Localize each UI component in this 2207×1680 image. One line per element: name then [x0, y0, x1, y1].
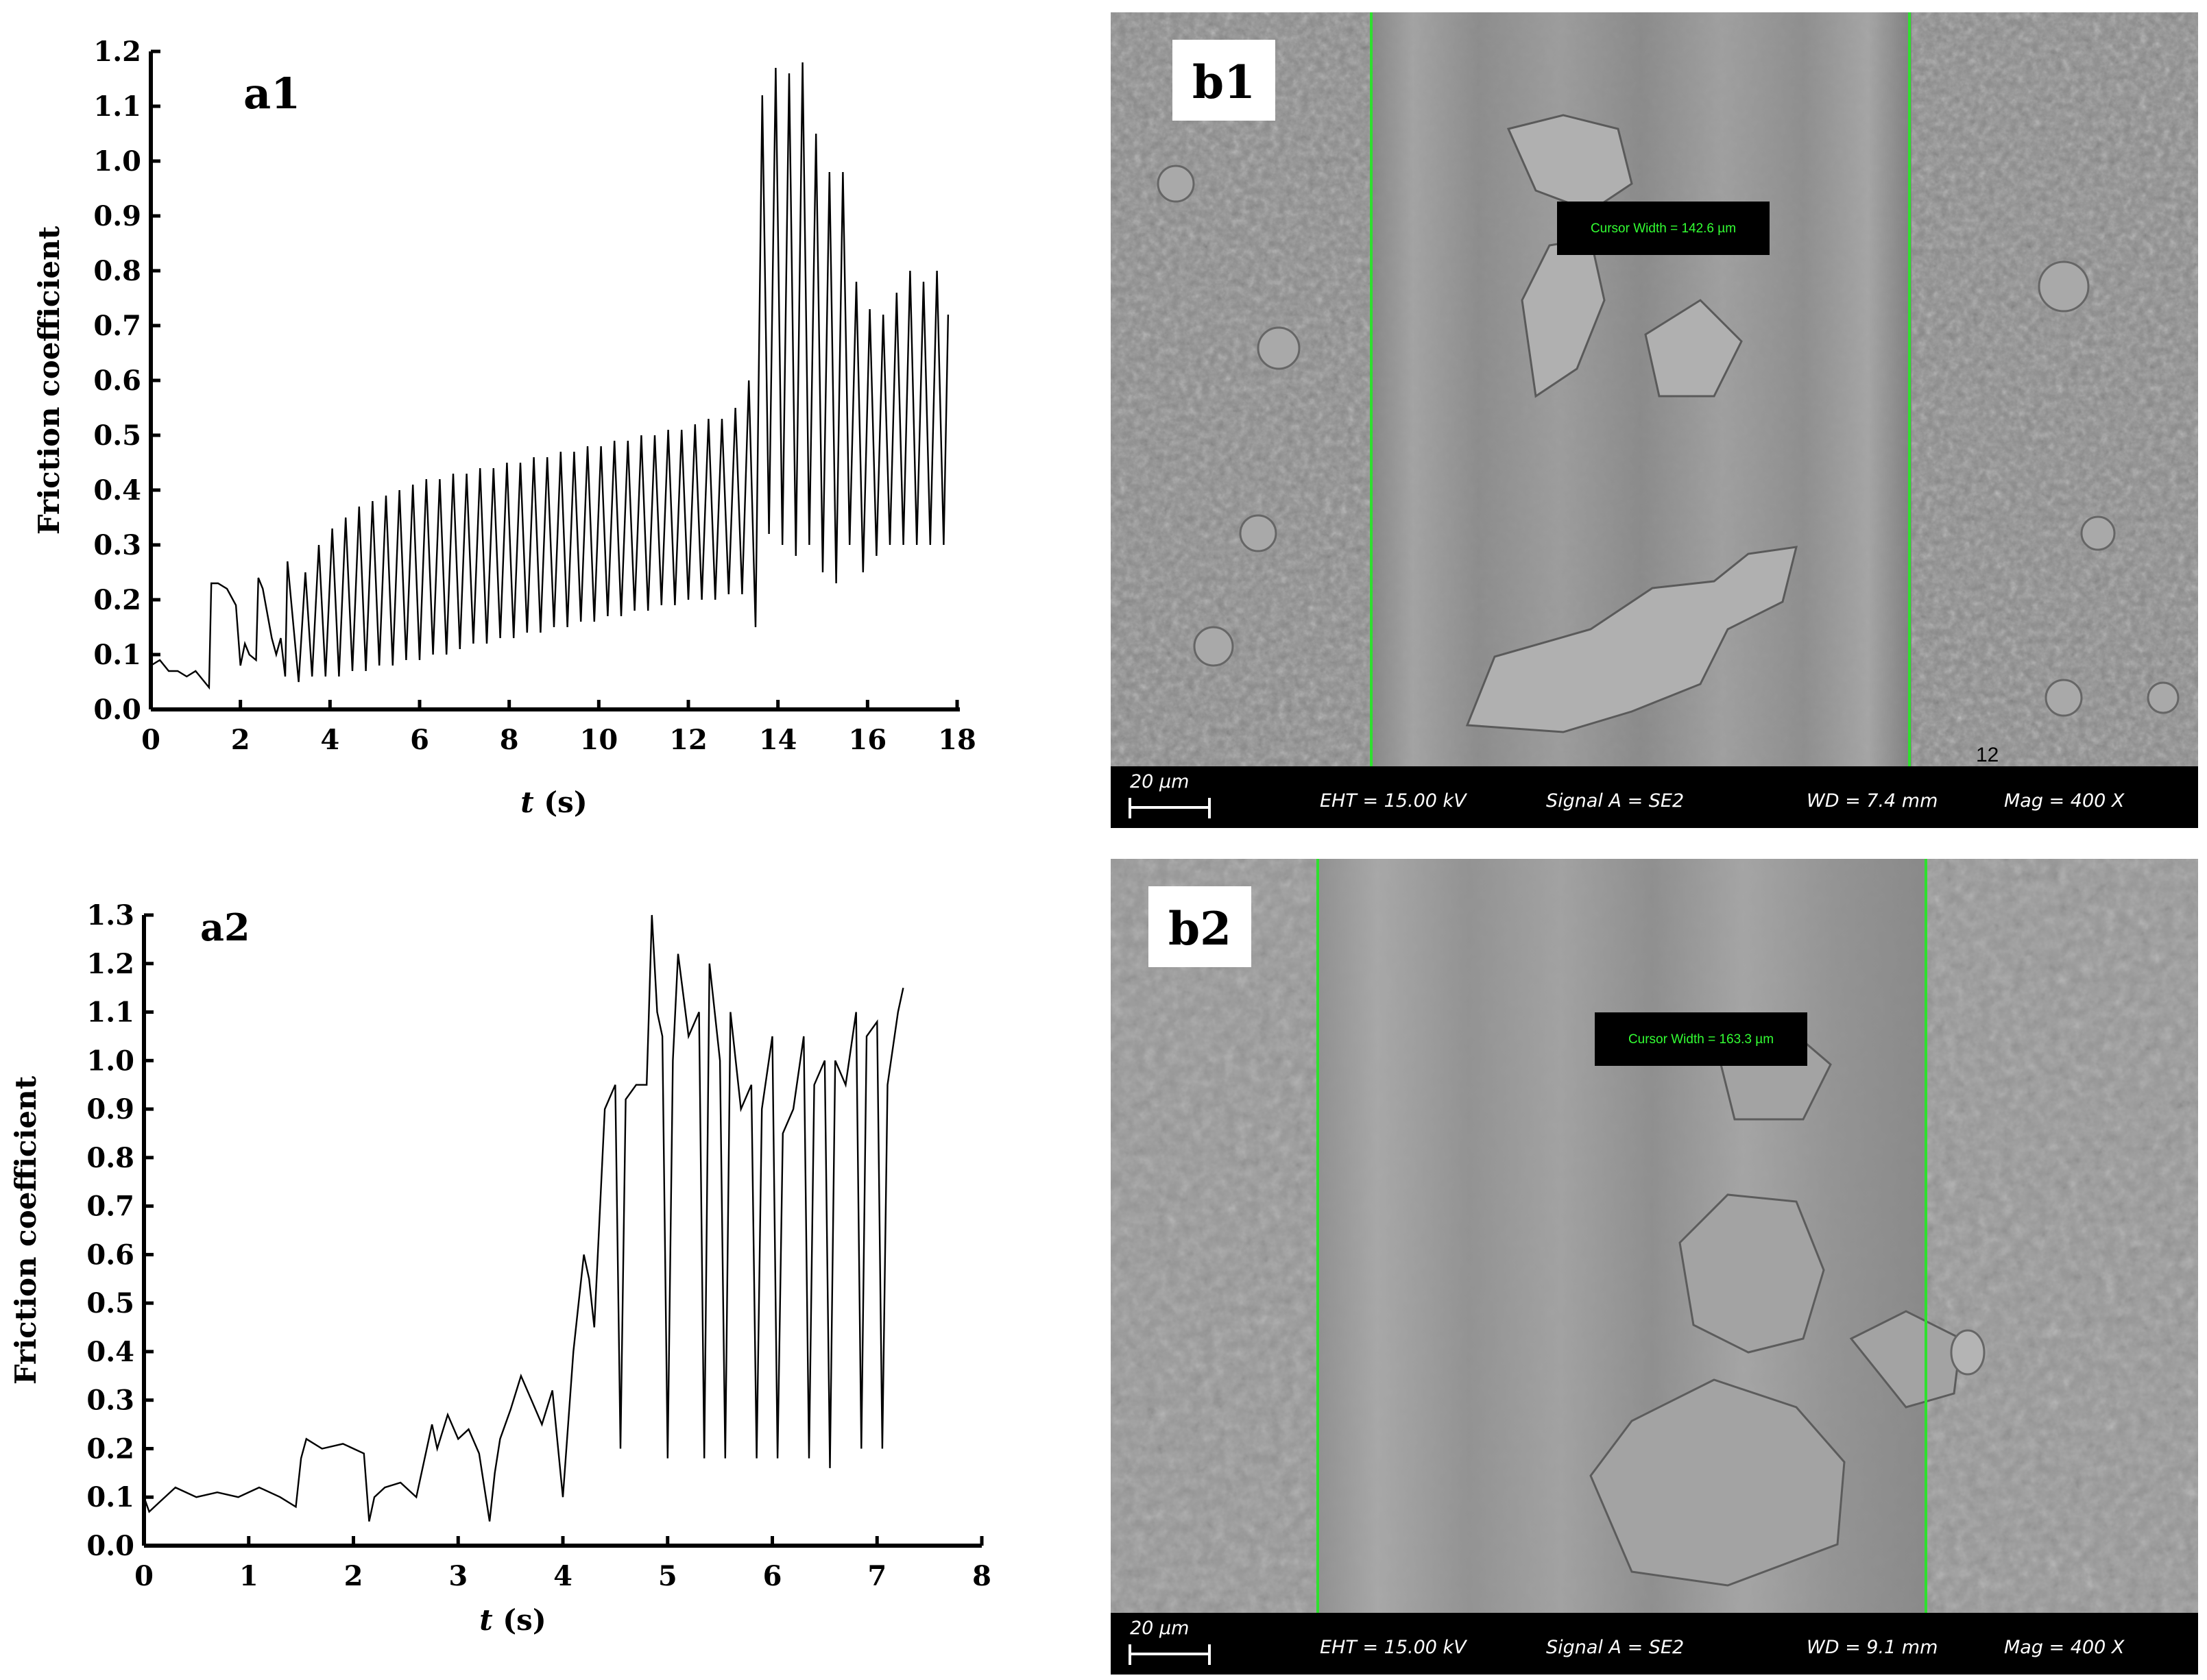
a2-y-tick-label: 0.3	[86, 1385, 134, 1417]
b1-wear-debris	[1465, 114, 1798, 733]
a2-plot-area: 0.0 0.1 0.2 0.3 0.4 0.5 0.6 0.7 0.8 0.9 1.0 1.1 1.2 1…	[86, 899, 991, 1592]
chart-a2: 0.0 0.1 0.2 0.3 0.4 0.5 0.6 0.7 0.8 0.9 1.0 1.1 1.2 1…	[9, 899, 991, 1637]
a2-y-tick-label: 0.1	[86, 1481, 134, 1513]
b2-panel-label-box	[1148, 886, 1251, 967]
a2-x-axis-unit: (s)	[493, 1603, 546, 1637]
a1-y-tick-label: 0.6	[93, 365, 141, 397]
a1-x-axis-unit: (s)	[534, 786, 588, 819]
b1-panel-label-box	[1172, 40, 1275, 121]
a2-y-tick-label: 0.5	[86, 1287, 134, 1319]
a1-x-tick-label: 18	[938, 724, 976, 756]
a1-y-tick-label: 0.8	[93, 255, 141, 287]
a1-y-ticks: 0.0 0.1 0.2 0.3 0.4 0.5 0.6 0.7 0.8 0.9 1.0 1.1 1.2	[93, 36, 160, 726]
b2-wd: WD = 9.1 mm	[1807, 1637, 1938, 1658]
a1-y-axis-title: Friction coefficient	[32, 226, 66, 535]
a1-y-tick-label: 0.5	[93, 419, 141, 452]
a1-x-tick-label: 6	[410, 724, 429, 756]
a2-y-tick-label: 1.2	[86, 948, 134, 980]
a2-x-tick-label: 6	[763, 1560, 782, 1592]
a2-x-tick-label: 2	[344, 1560, 363, 1592]
b2-surface-particle	[1950, 1329, 1986, 1376]
b1-signal: Signal A = SE2	[1546, 790, 1684, 812]
a1-y-tick-label: 0.2	[93, 584, 141, 616]
b2-signal: Signal A = SE2	[1546, 1637, 1684, 1658]
a1-y-tick-label: 0.7	[93, 310, 141, 342]
a2-y-tick-label: 0.0	[86, 1530, 134, 1562]
a1-x-tick-label: 0	[141, 724, 160, 756]
b1-mag: Mag = 400 X	[2004, 790, 2125, 812]
a1-y-tick-label: 0.9	[93, 200, 141, 232]
a2-y-tick-label: 0.4	[86, 1336, 134, 1368]
sem-image-b1: Cursor Width = 142.6 µm b1 12 20 µm EHT …	[1111, 12, 2198, 828]
a2-x-tick-label: 5	[658, 1560, 677, 1592]
a2-x-tick-label: 8	[972, 1560, 991, 1592]
a2-y-tick-label: 0.6	[86, 1239, 134, 1271]
a1-x-axis-title: t (s)	[520, 786, 587, 819]
b2-info-bar	[1111, 1613, 2198, 1675]
a2-y-tick-label: 0.2	[86, 1433, 134, 1465]
b2-cursor-width-box	[1595, 1012, 1807, 1066]
a2-y-tick-label: 1.3	[86, 899, 134, 932]
a2-y-tick-label: 0.8	[86, 1142, 134, 1174]
a2-x-tick-label: 1	[239, 1560, 258, 1592]
b2-scale-bar-label: 20 µm	[1130, 1618, 1189, 1639]
a2-x-ticks: 0 1 2 3 4 5 6 7 8	[134, 1536, 991, 1592]
b2-cursor-width-text: Cursor Width = 163.3 µm	[1628, 1032, 1774, 1047]
b2-eht: EHT = 15.00 kV	[1320, 1637, 1468, 1658]
a1-y-tick-label: 0.4	[93, 474, 141, 507]
b1-cursor-width-text: Cursor Width = 142.6 µm	[1591, 221, 1736, 236]
sem-image-b2: Cursor Width = 163.3 µm b2 20 µm EHT = 1…	[1111, 859, 2198, 1675]
b2-scale-bar	[1129, 1644, 1211, 1665]
a1-x-tick-label: 8	[500, 724, 519, 756]
b1-scale-bar	[1129, 798, 1211, 818]
chart-a1: 0.00.10.20.30.40.50.60.70.80.91.01.11.2 …	[32, 36, 976, 819]
panel-label-b1: b1	[1192, 56, 1255, 109]
b1-surface-particles	[1157, 165, 2180, 717]
b1-wd: WD = 7.4 mm	[1807, 790, 1938, 812]
a2-y-tick-label: 0.9	[86, 1093, 134, 1125]
a2-y-axis-title: Friction coefficient	[9, 1075, 43, 1385]
a2-x-tick-label: 3	[448, 1560, 468, 1592]
panel-label-a1: a1	[243, 69, 300, 119]
a1-x-tick-label: 10	[579, 724, 618, 756]
panel-label-a2: a2	[200, 905, 250, 949]
b1-marker-text: 12	[1976, 744, 1999, 766]
a1-y-tick-label: 1.2	[93, 36, 141, 68]
b1-info-bar	[1111, 766, 2198, 828]
a1-y-tick-label: 1.0	[93, 145, 141, 178]
a2-y-tick-label: 1.1	[86, 997, 134, 1029]
a1-y-tick-label: 1.1	[93, 90, 141, 123]
a2-y-tick-label: 1.0	[86, 1045, 134, 1077]
a1-y-tick-label: 0.3	[93, 529, 141, 561]
panel-label-b2: b2	[1168, 902, 1231, 955]
a2-x-tick-label: 0	[134, 1560, 154, 1592]
a1-y-tick-label: 0.0	[93, 694, 141, 726]
a1-x-tick-label: 2	[231, 724, 250, 756]
a1-y-tick-label: 0.1	[93, 639, 141, 671]
a1-series-line	[150, 62, 950, 690]
b1-cursor-width-box	[1557, 202, 1770, 255]
b1-scale-bar-label: 20 µm	[1130, 771, 1189, 792]
a1-x-axis-var: t	[520, 786, 533, 819]
a1-x-tick-label: 4	[320, 724, 339, 756]
a1-x-tick-label: 12	[669, 724, 708, 756]
a1-x-tick-label: 16	[848, 724, 887, 756]
b2-mag: Mag = 400 X	[2004, 1637, 2125, 1658]
a2-x-tick-label: 7	[867, 1560, 887, 1592]
a2-y-tick-label: 0.7	[86, 1191, 134, 1223]
b1-eht: EHT = 15.00 kV	[1320, 790, 1468, 812]
a1-x-ticks: 0 2 4 6 8 10 12 14 16 18	[141, 700, 976, 756]
a1-x-tick-label: 14	[759, 724, 797, 756]
a2-x-tick-label: 4	[553, 1560, 572, 1592]
a1-plot-area: 0.00.10.20.30.40.50.60.70.80.91.01.11.2 …	[93, 36, 976, 756]
a2-series-line	[143, 914, 904, 1522]
a2-x-axis-var: t	[479, 1603, 492, 1637]
a2-x-axis-title: t (s)	[479, 1603, 546, 1637]
a2-y-ticks: 0.0 0.1 0.2 0.3 0.4 0.5 0.6 0.7 0.8 0.9 1.0 1.1 1.2 1…	[86, 899, 154, 1562]
